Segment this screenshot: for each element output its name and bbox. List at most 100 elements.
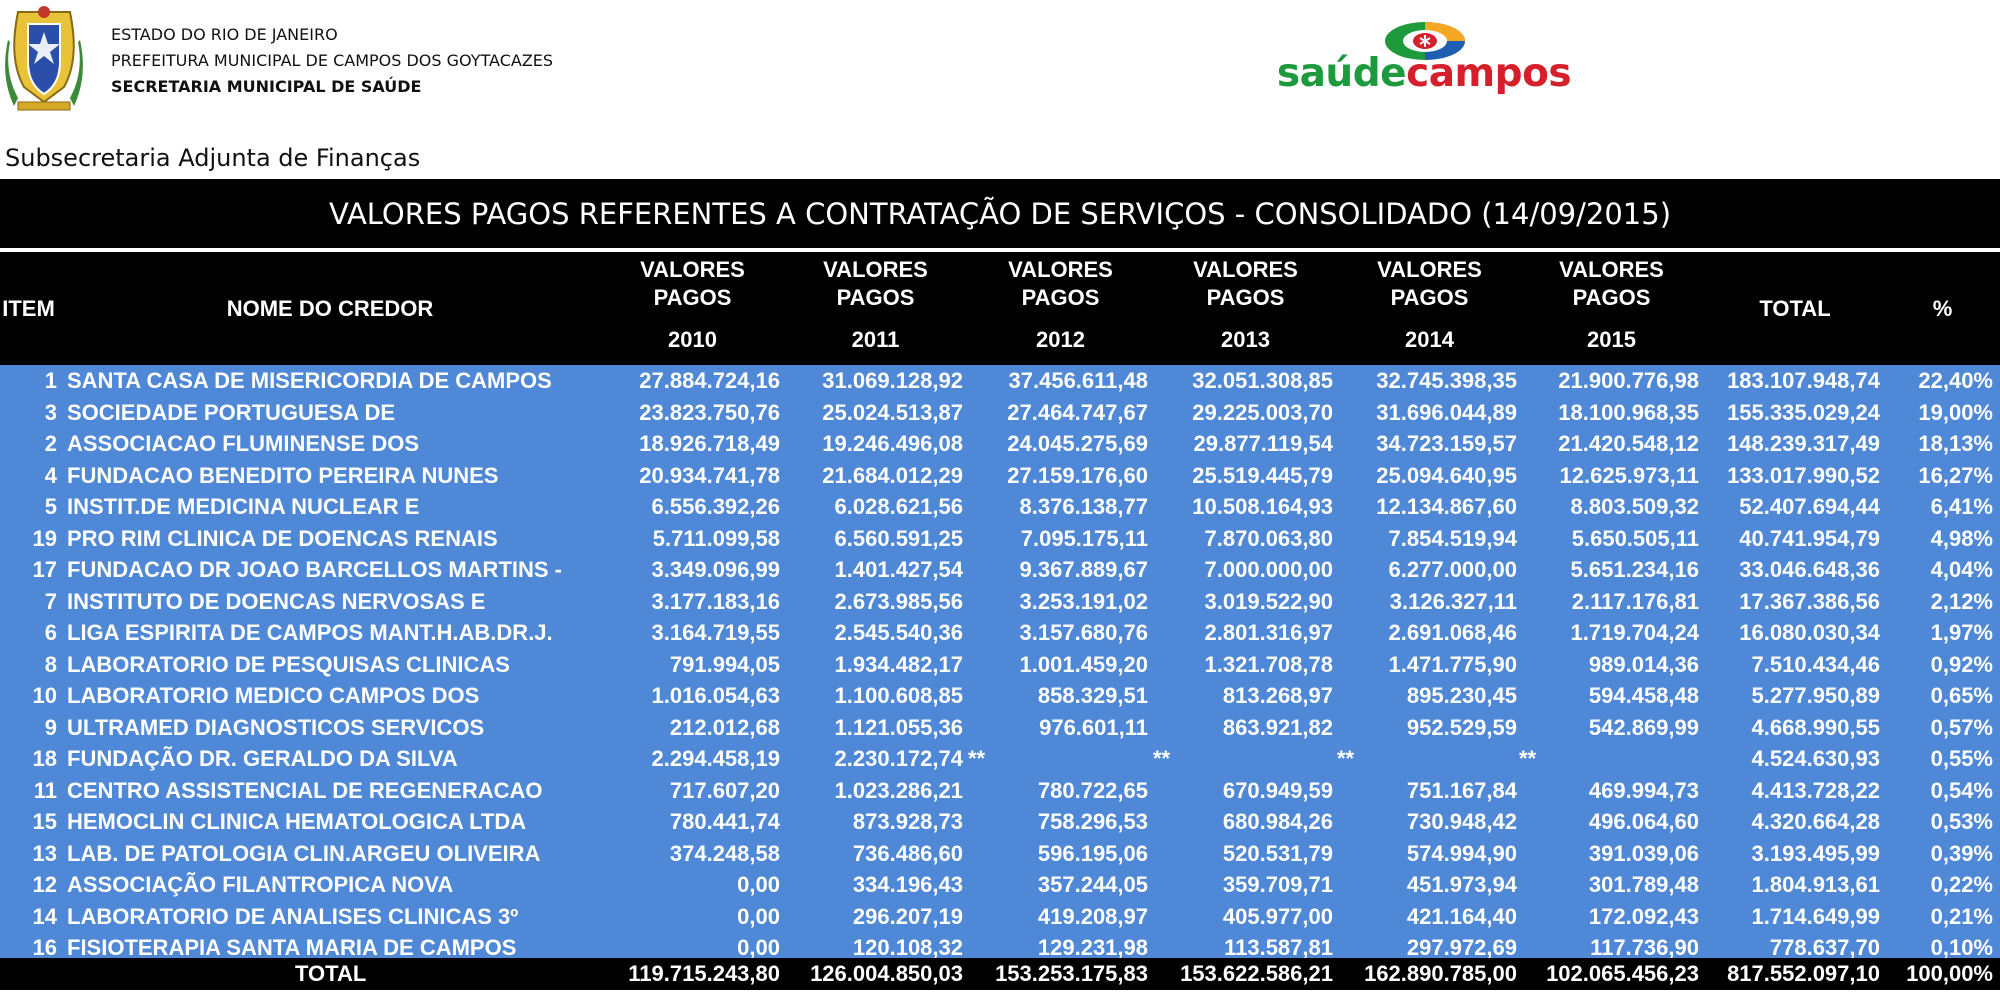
row-percent: 4,04% [1930, 557, 1993, 582]
col-header-line1: VALORES [823, 257, 928, 282]
logo-word-saude: saúde [1276, 51, 1407, 96]
col-header-line1: VALORES [1008, 257, 1113, 282]
row-year-value: 21.900.776,98 [1558, 368, 1699, 393]
table-row: 15 HEMOCLIN CLINICA HEMATOLOGICA LTDA 780.… [0, 806, 2000, 838]
row-percent: 18,13% [1918, 431, 1993, 456]
footer-value: 126.004.850,03 [810, 961, 963, 986]
row-year-value: 1.001.459,20 [1019, 651, 1148, 677]
row-year-value: 37.456.611,48 [1008, 368, 1148, 393]
col-header-line2: PAGOS [1206, 285, 1285, 310]
table-row: 19 PRO RIM CLINICA DE DOENCAS RENAIS 5.711… [0, 523, 2000, 555]
col-header-2014: VALORES PAGOS 2014 [1337, 252, 1522, 365]
row-creditor-name: ASSOCIACAO FLUMINENSE DOS [67, 431, 420, 456]
report-title-text: VALORES PAGOS REFERENTES A CONTRATAÇÃO D… [328, 196, 1672, 231]
row-year-value: 12.625.973,11 [1559, 462, 1699, 488]
row-year-value: 32.745.398,35 [1376, 368, 1517, 393]
row-total: 4.524.630,93 [1751, 746, 1880, 771]
row-year-value: 3.126.327,11 [1389, 588, 1517, 614]
footer-grand-total: 817.552.097,10 [1727, 961, 1880, 986]
row-year-value: ** [1337, 746, 1355, 771]
logo-emblem-icon [1385, 22, 1465, 60]
row-year-value: 0,00 [737, 903, 780, 929]
row-year-value: 3.349.096,99 [651, 557, 780, 582]
col-header-total: TOTAL [1700, 252, 1890, 365]
report-title: VALORES PAGOS REFERENTES A CONTRATAÇÃO D… [0, 179, 2000, 248]
table-row: 10 LABORATORIO MEDICO CAMPOS DOS 1.016.054… [0, 680, 2000, 712]
table-row: 14 LABORATORIO DE ANALISES CLINICAS 3º 0,0… [0, 901, 2000, 933]
row-item-number: 3 [44, 399, 57, 425]
row-year-value: 117.736,90 [1590, 935, 1699, 960]
row-year-value: 3.019.522,90 [1204, 588, 1333, 614]
row-creditor-name: LAB. DE PATOLOGIA CLIN.ARGEU OLIVEIRA [67, 840, 541, 866]
row-creditor-name: INSTIT.DE MEDICINA NUCLEAR E [67, 494, 420, 519]
row-creditor-name: SANTA CASA DE MISERICORDIA DE CAMPOS [67, 368, 552, 393]
row-total: 40.741.954,79 [1739, 525, 1880, 551]
row-year-value: 469.994,73 [1588, 777, 1699, 803]
row-year-value: 421.164,40 [1406, 903, 1517, 929]
row-percent: 16,27% [1918, 462, 1993, 488]
row-year-value: 391.039,06 [1588, 840, 1699, 866]
row-year-value: 2.691.068,46 [1388, 620, 1517, 645]
col-header-line2: PAGOS [1390, 285, 1469, 310]
row-total: 133.017.990,52 [1727, 462, 1880, 488]
row-creditor-name: FUNDAÇÃO DR. GERALDO DA SILVA [67, 746, 458, 771]
row-percent: 1,97% [1930, 620, 1993, 645]
government-heading: ESTADO DO RIO DE JANEIRO PREFEITURA MUNI… [111, 22, 553, 100]
row-total: 17.367.386,56 [1739, 588, 1880, 614]
table-row: 3 SOCIEDADE PORTUGUESA DE 23.823.750,76 25.… [0, 397, 2000, 429]
row-creditor-name: LABORATORIO DE PESQUISAS CLINICAS [67, 651, 510, 677]
subsecretaria-label: Subsecretaria Adjunta de Finanças [5, 144, 421, 172]
title-divider [0, 248, 2000, 250]
row-year-value: 542.869,99 [1588, 714, 1699, 740]
row-item-number: 6 [44, 620, 57, 645]
row-year-value: 27.159.176,60 [1007, 462, 1148, 488]
row-year-value: 873.928,73 [852, 809, 963, 834]
row-creditor-name: ULTRAMED DIAGNOSTICOS SERVICOS [67, 714, 485, 740]
row-year-value: 296.207,19 [852, 903, 963, 929]
col-header-2015: VALORES PAGOS 2015 [1519, 252, 1704, 365]
footer-value: 162.890.785,00 [1364, 961, 1517, 986]
row-year-value: 496.064,60 [1588, 809, 1699, 834]
table-row: 11 CENTRO ASSISTENCIAL DE REGENERACAO 717.… [0, 775, 2000, 807]
row-year-value: 1.321.708,78 [1204, 651, 1333, 677]
row-item-number: 13 [32, 840, 57, 866]
col-header-percent: % [1895, 252, 1990, 365]
row-item-number: 17 [32, 557, 57, 582]
row-creditor-name: FISIOTERAPIA SANTA MARIA DE CAMPOS [67, 935, 517, 960]
row-item-number: 19 [32, 525, 57, 551]
row-item-number: 8 [44, 651, 57, 677]
row-year-value: 1.023.286,21 [834, 777, 963, 803]
col-header-line1: VALORES [1377, 257, 1482, 282]
row-year-value: 419.208,97 [1037, 903, 1148, 929]
table-footer-total: TOTAL 119.715.243,80 126.004.850,03 153.… [0, 958, 2000, 990]
col-header-item-label: ITEM [2, 295, 55, 321]
row-year-value: 297.972,69 [1406, 935, 1517, 960]
row-year-value: 8.376.138,77 [1019, 494, 1148, 519]
row-year-value: 18.926.718,49 [639, 431, 780, 456]
row-item-number: 18 [32, 746, 57, 771]
row-total: 3.193.495,99 [1751, 840, 1880, 866]
row-percent: 4,98% [1930, 525, 1993, 551]
row-year-value: 334.196,43 [852, 872, 963, 897]
row-creditor-name: INSTITUTO DE DOENCAS NERVOSAS E [67, 588, 486, 614]
row-year-value: 6.277.000,00 [1388, 557, 1517, 582]
row-percent: 22,40% [1918, 368, 1993, 393]
row-year-value: 12.134.867,60 [1376, 494, 1517, 519]
logo-word-campos: campos [1406, 51, 1572, 96]
row-year-value: 780.441,74 [669, 809, 780, 834]
row-year-value: 31.696.044,89 [1376, 399, 1517, 425]
row-year-value: 574.994,90 [1406, 840, 1517, 866]
row-item-number: 12 [32, 872, 57, 897]
row-year-value: 6.028.621,56 [834, 494, 963, 519]
col-header-item: ITEM [0, 252, 57, 365]
row-total: 4.413.728,22 [1751, 777, 1880, 803]
row-year-value: 976.601,11 [1039, 714, 1148, 740]
row-year-value: 19.246.496,08 [822, 431, 963, 456]
row-total: 1.714.649,99 [1751, 903, 1880, 929]
state-name: ESTADO DO RIO DE JANEIRO [111, 25, 338, 44]
row-percent: 0,54% [1930, 777, 1993, 803]
row-item-number: 5 [44, 494, 57, 519]
row-item-number: 14 [32, 903, 57, 929]
table-row: 9 ULTRAMED DIAGNOSTICOS SERVICOS 212.012,6… [0, 712, 2000, 744]
col-header-name-label: NOME DO CREDOR [226, 295, 434, 321]
